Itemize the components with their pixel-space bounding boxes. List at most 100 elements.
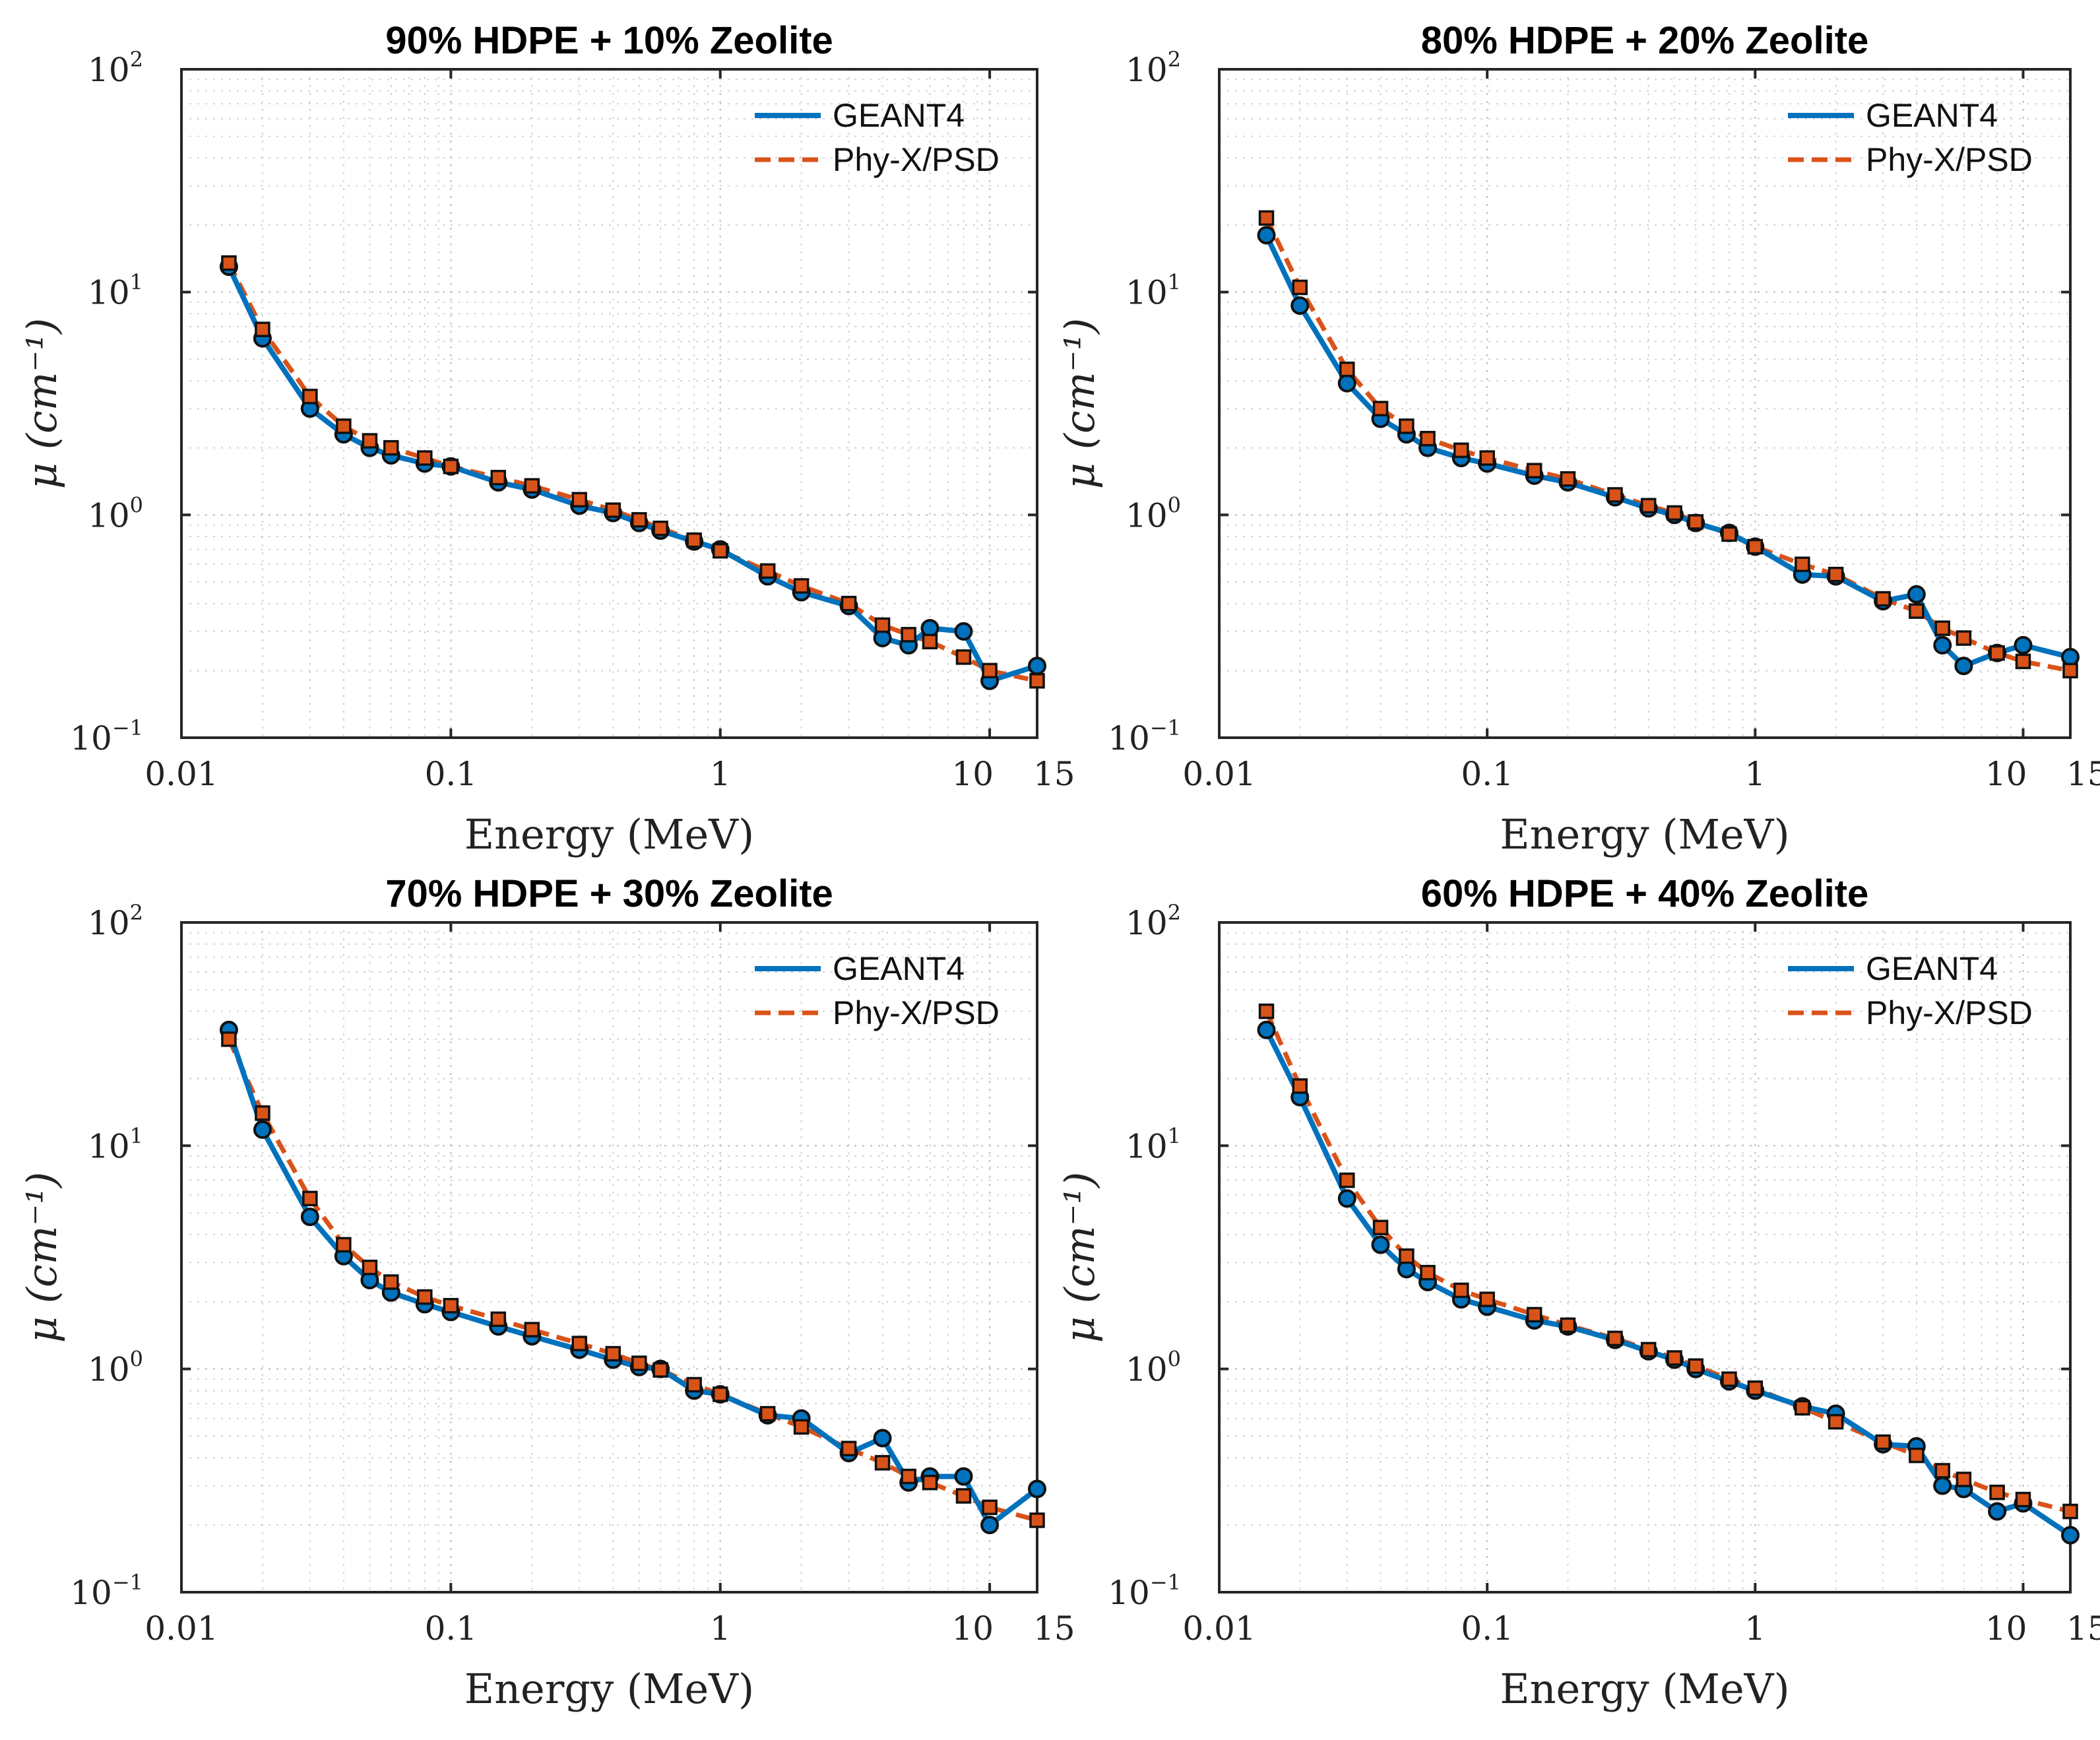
phyx-point	[1479, 1291, 1495, 1307]
y-tick-label: 102	[88, 47, 143, 89]
phyx-point	[982, 1499, 998, 1516]
phyx-point	[1667, 1350, 1682, 1366]
phyx-point	[1399, 1248, 1415, 1264]
y-tick-label: 100	[1126, 1347, 1181, 1389]
phyx-point	[1640, 1341, 1657, 1358]
x-tick-label: 15	[2066, 1609, 2100, 1648]
x-tick-label: 1	[710, 1609, 731, 1648]
legend-phyx-label: Phy-X/PSD	[833, 994, 1000, 1031]
phyx-point	[652, 521, 668, 536]
phyx-point	[605, 502, 621, 518]
phyx-point	[221, 1031, 237, 1047]
geant4-line	[1263, 1029, 2072, 1537]
phyx-point	[712, 542, 728, 559]
y-tick-label: 100	[1126, 492, 1181, 534]
phyx-point	[336, 418, 352, 434]
phyx-point	[1989, 645, 2005, 661]
x-axis-label: Energy (MeV)	[464, 1665, 754, 1713]
legend-geant4-label: GEANT4	[833, 950, 965, 987]
x-tick-label: 0.1	[1461, 1609, 1513, 1648]
phyx-point	[255, 321, 270, 337]
panel-2: 0.01 0.1 1 10 15 10−1 100 101 102 80% HDPE + 20% …	[1056, 19, 2100, 858]
phyx-point	[1747, 538, 1764, 555]
phyx-point	[2062, 662, 2078, 679]
y-tick-label: 10−1	[1108, 1570, 1181, 1612]
phyx-point	[686, 1376, 702, 1393]
phyx-point	[652, 1362, 668, 1378]
geant4-point	[873, 1429, 892, 1448]
phyx-point	[571, 492, 587, 508]
legend-phyx-label: Phy-X/PSD	[1866, 141, 2033, 178]
geant4-point	[1028, 1479, 1046, 1498]
phyx-point	[712, 1386, 728, 1402]
geant4-point	[1337, 1189, 1356, 1208]
phyx-point	[1258, 1003, 1275, 1019]
geant4-line	[1263, 234, 2071, 669]
panel-4: 0.01 0.1 1 10 15 10−1 100 101 102 60% HDPE + 40% …	[1056, 872, 2100, 1713]
x-tick-label: 10	[951, 755, 994, 793]
phyx-point	[1292, 1078, 1308, 1094]
axes-box	[1218, 68, 2072, 739]
y-tick-label: 101	[88, 270, 143, 312]
x-tick-label: 1	[710, 755, 731, 793]
phyx-point	[383, 439, 399, 456]
axes-box	[1218, 921, 2072, 1594]
geant4-point	[1933, 635, 1952, 655]
chart-title: 70% HDPE + 30% Zeolite	[385, 872, 833, 915]
geant4-point	[1337, 373, 1356, 393]
phyx-point	[1956, 630, 1972, 646]
geant4-point	[2061, 647, 2080, 666]
legend-phyx-label: Phy-X/PSD	[833, 141, 1000, 178]
y-tick-label: 101	[1126, 270, 1181, 312]
phyx-point	[922, 1475, 938, 1491]
phyx-point	[922, 633, 938, 650]
phyx-point	[2015, 1491, 2031, 1508]
geant4-point	[1954, 657, 1973, 676]
y-axis-label: μ (cm⁻¹)	[1056, 318, 1104, 489]
phyx-point	[2015, 653, 2031, 670]
phyx-point	[1607, 1330, 1623, 1347]
legend-geant4-label: GEANT4	[1866, 950, 1998, 987]
y-tick-label: 102	[1126, 900, 1181, 942]
panel-3: 0.01 0.1 1 10 15 10−1 100 101 102 70% HDPE + 30% …	[18, 872, 1075, 1713]
phyx-point	[793, 578, 810, 594]
phyx-point	[1828, 1413, 1844, 1430]
phyx-point	[841, 1440, 857, 1457]
phyx-point	[524, 478, 540, 494]
phyx-point	[221, 255, 237, 271]
geant4-point	[300, 1208, 319, 1227]
x-tick-label: 10	[1985, 755, 2027, 793]
geant4-point	[920, 619, 939, 638]
geant4-point	[980, 1516, 1000, 1535]
geant4-point	[1988, 1502, 2007, 1521]
phyx-point	[1989, 1484, 2005, 1500]
y-axis-label: μ (cm⁻¹)	[1056, 1172, 1104, 1343]
phyx-line	[226, 262, 1038, 684]
x-tick-label: 1	[1744, 755, 1766, 793]
axes-box	[180, 921, 1038, 1594]
phyx-point	[759, 1405, 776, 1422]
phyx-line	[1264, 216, 2071, 673]
phyx-point	[1420, 1264, 1436, 1281]
phyx-point	[1526, 463, 1543, 479]
phyx-point	[490, 470, 507, 486]
phyx-point	[302, 1190, 318, 1207]
x-tick-label: 0.01	[1182, 755, 1256, 793]
phyx-point	[793, 1419, 810, 1435]
phyx-point	[1607, 487, 1623, 503]
y-tick-label: 100	[88, 492, 143, 534]
phyx-point	[605, 1345, 621, 1362]
phyx-point	[1721, 526, 1737, 542]
phyx-point	[1339, 1172, 1355, 1188]
legend-phyx-label: Phy-X/PSD	[1866, 994, 2033, 1031]
phyx-point	[336, 1237, 352, 1253]
phyx-point	[417, 450, 433, 466]
phyx-point	[631, 512, 647, 528]
phyx-point	[2062, 1503, 2078, 1520]
phyx-point	[1909, 603, 1925, 619]
phyx-point	[1934, 620, 1950, 636]
chart-title: 80% HDPE + 20% Zeolite	[1421, 19, 1869, 62]
phyx-point	[1956, 1471, 1972, 1487]
phyx-point	[1795, 1400, 1810, 1416]
geant4-point	[2061, 1526, 2080, 1545]
